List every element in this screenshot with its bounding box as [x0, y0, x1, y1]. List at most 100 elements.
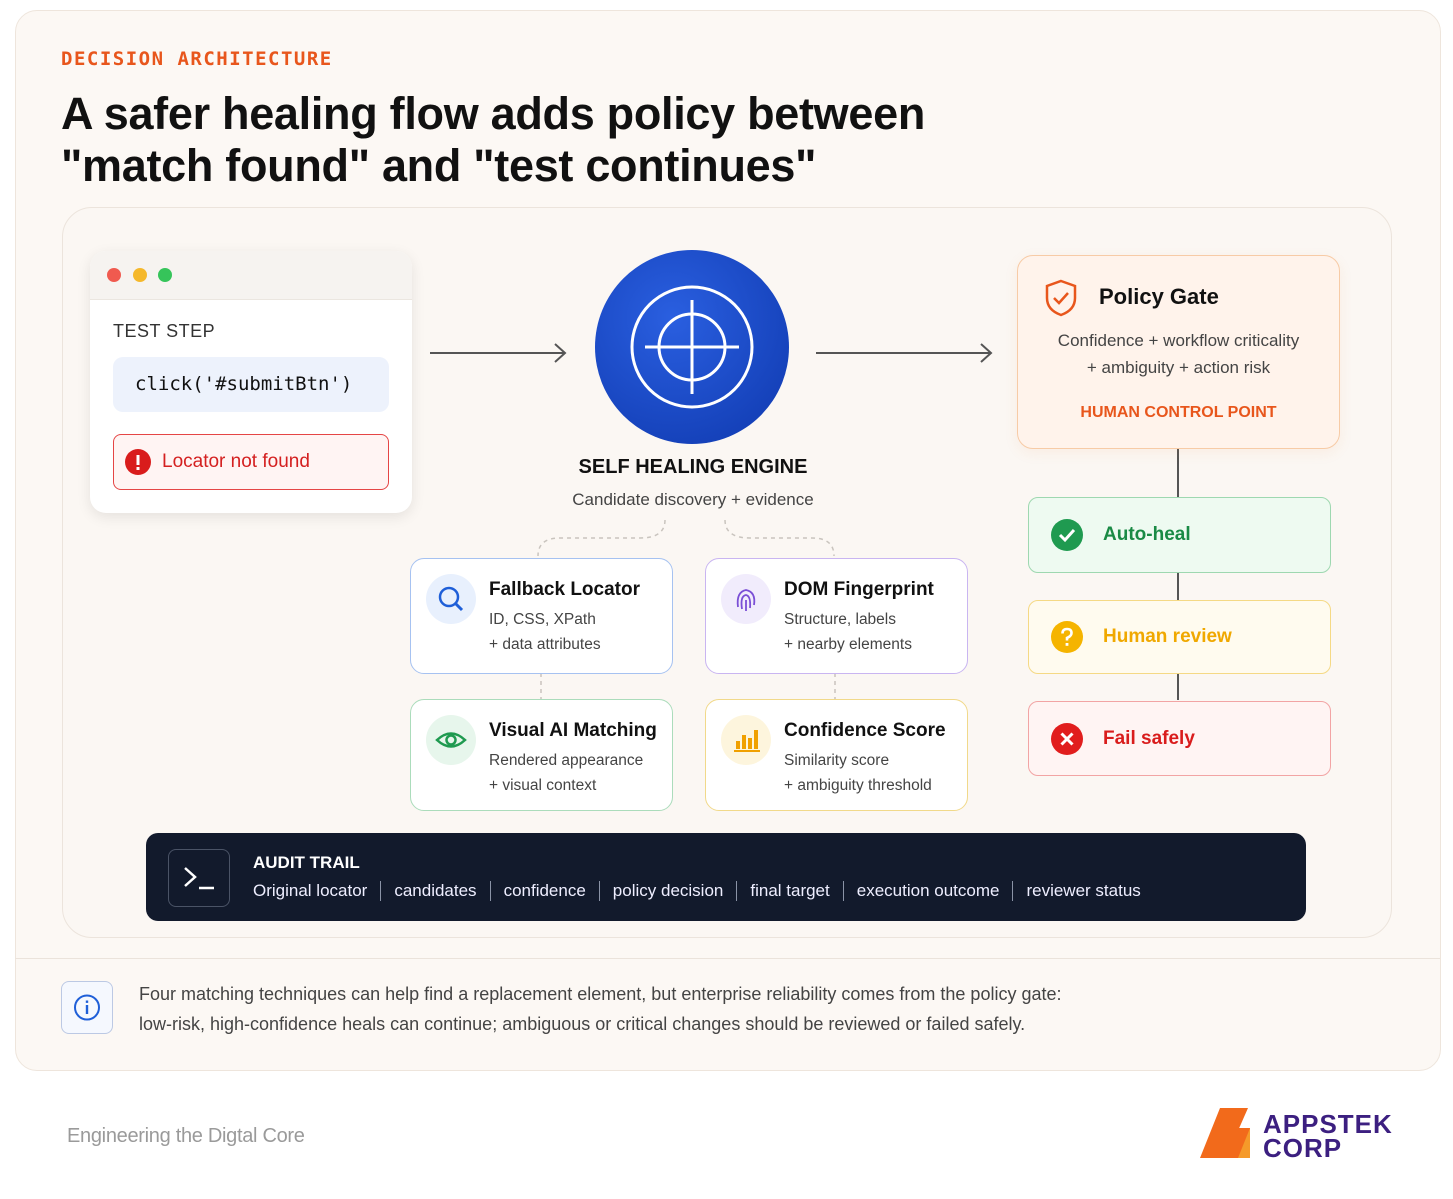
decoration — [736, 741, 740, 749]
decoration — [537, 519, 836, 699]
outcome: Fail safely — [1028, 701, 1331, 776]
outcome-label: Fail safely — [1103, 728, 1195, 749]
audit-item: candidates — [380, 881, 489, 901]
technique-title: Fallback Locator — [489, 579, 640, 600]
technique-line: Rendered appearance — [489, 752, 644, 769]
decoration — [1060, 732, 1074, 746]
decoration — [748, 738, 752, 749]
decoration — [721, 574, 771, 624]
technique-line: + data attributes — [489, 636, 601, 653]
decoration — [184, 867, 214, 890]
decoration — [125, 449, 151, 475]
decoration — [1058, 528, 1076, 543]
decoration — [742, 735, 746, 749]
decoration — [630, 285, 754, 409]
gate-line: + ambiguity + action risk — [1086, 358, 1271, 377]
error-box: Locator not found — [113, 434, 389, 490]
info-icon — [61, 981, 113, 1034]
decoration — [454, 602, 464, 612]
decoration — [1045, 279, 1077, 317]
gate-tag: HUMAN CONTROL POINT — [1080, 404, 1277, 421]
error-text: Locator not found — [162, 451, 310, 472]
decoration — [734, 750, 760, 752]
decoration — [724, 519, 835, 557]
decoration — [754, 730, 758, 749]
decoration — [736, 589, 756, 608]
outcome-label: Auto-heal — [1103, 524, 1191, 545]
decoration — [1051, 723, 1083, 755]
tagline: Engineering the Digtal Core — [67, 1125, 305, 1147]
decoration — [736, 589, 756, 611]
decoration — [74, 994, 100, 1021]
decoration — [426, 574, 476, 624]
audit-item: execution outcome — [842, 881, 1013, 901]
decoration — [1061, 627, 1073, 641]
decoration — [721, 715, 771, 765]
decoration — [1051, 621, 1083, 653]
technique-title: Confidence Score — [784, 720, 946, 741]
decoration — [107, 268, 121, 282]
note-line: Four matching techniques can help find a… — [139, 984, 1062, 1004]
decoration — [158, 268, 172, 282]
title-line: A safer healing flow adds policy between — [61, 88, 926, 139]
brand: CORP — [1263, 1133, 1343, 1163]
decoration — [445, 734, 457, 746]
technique-card: Visual AI Matching Rendered appearance +… — [410, 699, 673, 811]
policy-gate: Policy Gate Confidence + workflow critic… — [1017, 255, 1340, 449]
code: click('#submitBtn') — [113, 357, 389, 412]
decoration — [980, 343, 993, 363]
decoration — [435, 732, 467, 748]
title: A safer healing flow adds policy between… — [61, 88, 925, 192]
decoration — [537, 519, 666, 557]
decoration — [430, 343, 993, 363]
decoration — [85, 1000, 89, 1003]
decoration — [1051, 519, 1083, 551]
outcome-label: Human review — [1103, 626, 1232, 647]
technique-card: Confidence Score Similarity score + ambi… — [705, 699, 968, 811]
engine-title: SELF HEALING ENGINE — [578, 456, 808, 478]
engine-subtitle: Candidate discovery + evidence — [572, 490, 814, 509]
decoration — [426, 715, 476, 765]
technique-line: ID, CSS, XPath — [489, 611, 596, 628]
outcome: Auto-heal — [1028, 497, 1331, 573]
decoration — [740, 594, 752, 610]
decoration — [630, 285, 754, 409]
logo-mark — [1200, 1108, 1250, 1158]
decoration — [1065, 643, 1069, 646]
decoration — [133, 268, 147, 282]
decoration — [136, 467, 140, 470]
gate-line: Confidence + workflow criticality — [1057, 331, 1300, 350]
title-line: "match found" and "test continues" — [61, 140, 817, 191]
technique-line: Similarity score — [784, 752, 890, 769]
separator — [15, 958, 1440, 959]
audit-item: reviewer status — [1012, 881, 1153, 901]
terminal-icon — [168, 849, 230, 907]
decoration — [554, 343, 567, 363]
audit-title: AUDIT TRAIL — [253, 853, 360, 872]
audit-item: policy decision — [598, 881, 737, 901]
technique-title: DOM Fingerprint — [784, 579, 934, 600]
window-bar — [90, 251, 412, 300]
eyebrow: DECISION ARCHITECTURE — [61, 48, 333, 70]
decoration — [184, 867, 197, 887]
gate-title: Policy Gate — [1099, 284, 1219, 309]
audit-item: final target — [736, 881, 842, 901]
decoration — [1045, 279, 1077, 317]
technique-card: DOM Fingerprint Structure, labels + near… — [705, 558, 968, 674]
decoration — [1060, 732, 1074, 746]
audit-items: Original locator candidates confidence poli… — [253, 881, 1154, 901]
decoration — [74, 994, 100, 1021]
audit-item: confidence — [489, 881, 599, 901]
technique-line: + ambiguity threshold — [784, 777, 932, 794]
brand: APPSTEK — [1263, 1109, 1393, 1139]
audit-item: Original locator — [253, 881, 368, 900]
decoration — [85, 1005, 89, 1014]
technique-card: Fallback Locator ID, CSS, XPath + data a… — [410, 558, 673, 674]
technique-title: Visual AI Matching — [489, 720, 657, 741]
technique-line: + visual context — [489, 777, 597, 794]
technique-line: + nearby elements — [784, 636, 912, 653]
technique-line: Structure, labels — [784, 611, 896, 628]
decoration — [1051, 519, 1083, 551]
decoration — [1053, 292, 1069, 305]
